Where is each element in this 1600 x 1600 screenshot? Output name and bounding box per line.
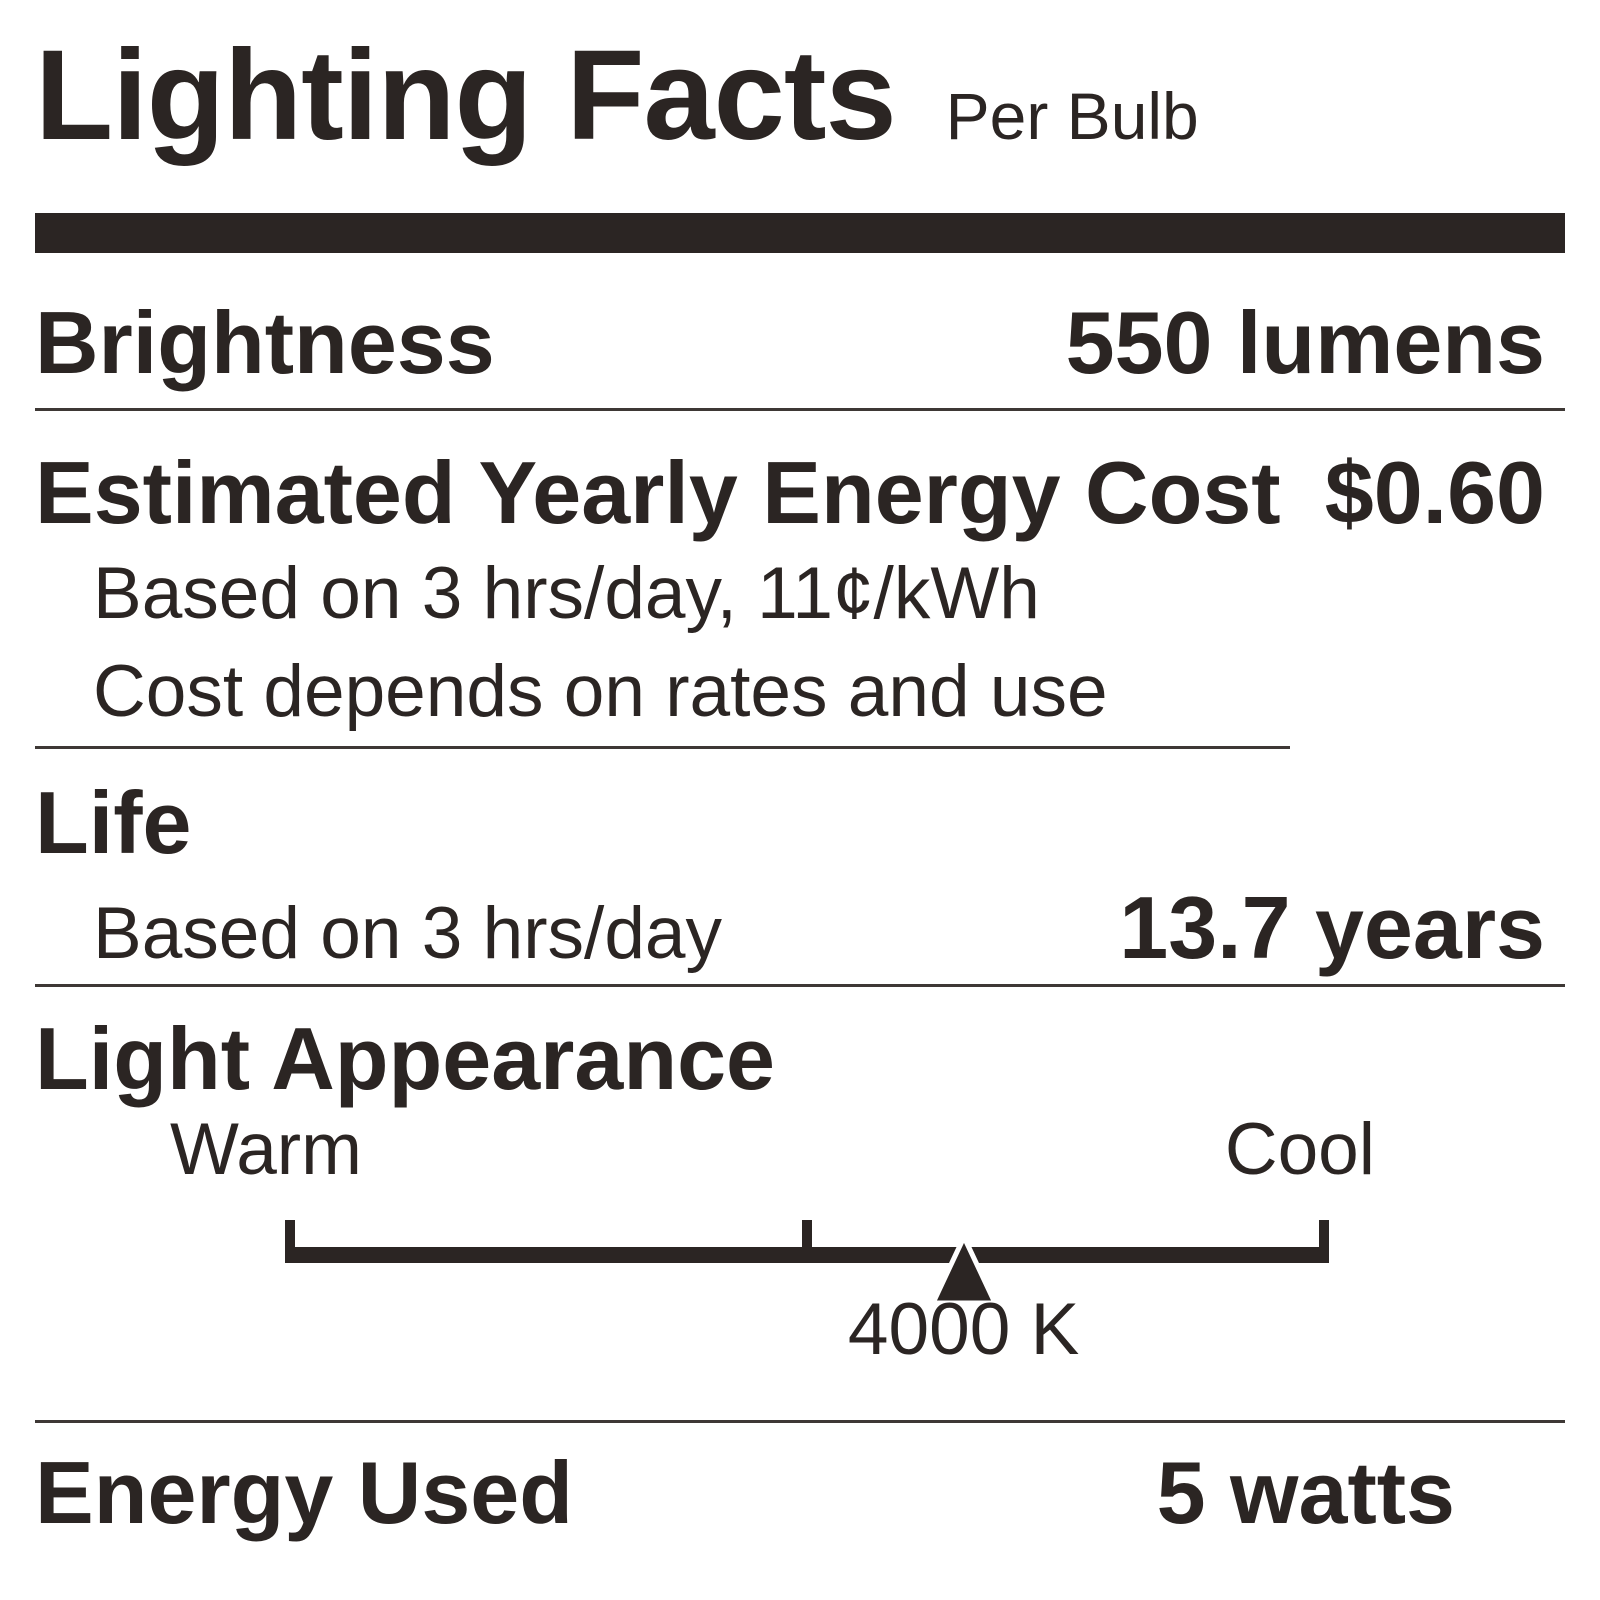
header-divider-bar <box>35 213 1565 254</box>
energy-cost-row: Estimated Yearly Energy Cost $0.60 <box>35 443 1565 543</box>
energy-cost-value: $0.60 <box>1324 443 1545 543</box>
per-bulb-note: Per Bulb <box>945 79 1199 153</box>
energy-used-label: Energy Used <box>35 1443 573 1543</box>
warm-label: Warm <box>170 1109 362 1191</box>
brightness-value: 550 lumens <box>1065 293 1545 393</box>
divider <box>35 984 1565 988</box>
light-appearance-label: Light Appearance <box>35 1009 775 1109</box>
life-section: Life Based on 3 hrs/day 13.7 years <box>35 749 1565 985</box>
brightness-label: Brightness <box>35 293 495 393</box>
energy-cost-label: Estimated Yearly Energy Cost <box>35 443 1281 543</box>
divider <box>35 408 1565 412</box>
life-value: 13.7 years <box>1119 877 1545 977</box>
label-header: Lighting Facts Per Bulb <box>35 13 1565 179</box>
energy-used-row: Energy Used 5 watts <box>35 1423 1565 1542</box>
scale-tick-middle <box>802 1220 812 1251</box>
life-label: Life <box>35 772 192 872</box>
cool-label: Cool <box>1224 1109 1375 1191</box>
kelvin-value: 4000 K <box>847 1289 1080 1371</box>
energy-used-value: 5 watts <box>1156 1443 1455 1543</box>
color-temperature-scale: 4000 K <box>285 1108 1329 1414</box>
life-basis: Based on 3 hrs/day <box>93 892 723 974</box>
divider <box>35 1420 1565 1424</box>
scale-tick-cool-end <box>1319 1220 1329 1251</box>
divider-short <box>35 745 1290 749</box>
label-title: Lighting Facts <box>35 24 897 167</box>
brightness-row: Brightness 550 lumens <box>35 253 1565 408</box>
temperature-marker-icon <box>928 1233 999 1306</box>
energy-cost-disclaimer: Cost depends on rates and use <box>93 650 1108 732</box>
scale-bar <box>285 1247 1329 1264</box>
scale-tick-warm-end <box>285 1220 295 1251</box>
energy-cost-basis: Based on 3 hrs/day, 11¢/kWh <box>93 552 1040 634</box>
energy-cost-section: Estimated Yearly Energy Cost $0.60 Based… <box>35 411 1565 746</box>
life-row: Based on 3 hrs/day 13.7 years <box>35 877 1565 977</box>
light-appearance-scale: Warm Cool 4000 K <box>35 1108 1565 1414</box>
